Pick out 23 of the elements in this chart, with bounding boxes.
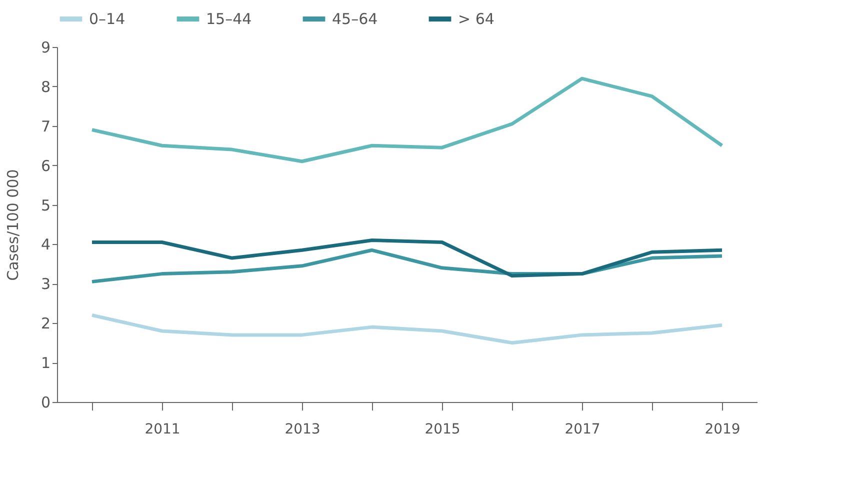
y-tick-label: 9 [40, 38, 50, 56]
y-tick-label: 1 [40, 354, 50, 372]
y-tick-label: 6 [40, 156, 50, 175]
x-tick-label: 2017 [564, 422, 600, 438]
x-tick-label: 2013 [284, 422, 320, 438]
legend-label: > 64 [458, 10, 494, 28]
legend-label: 45–64 [332, 10, 378, 28]
legend-label: 0–14 [89, 10, 126, 28]
line-series [90, 313, 724, 345]
x-tick-label: 2015 [424, 422, 460, 438]
y-tick-label: 2 [40, 314, 50, 333]
y-tick-label: 8 [40, 78, 50, 96]
x-tick-label: 2019 [704, 422, 740, 438]
y-tick-label: 0 [40, 394, 50, 412]
y-tick-label: 4 [40, 236, 50, 254]
line-series [90, 238, 724, 278]
y-tick-label: 7 [40, 117, 50, 136]
y-tick-label: 3 [40, 275, 50, 294]
line-series [90, 76, 724, 164]
legend-label: 15–44 [206, 10, 252, 28]
y-axis-title: Cases/100 000 [4, 169, 22, 281]
y-tick-label: 5 [40, 196, 50, 214]
x-tick-label: 2011 [144, 422, 180, 438]
